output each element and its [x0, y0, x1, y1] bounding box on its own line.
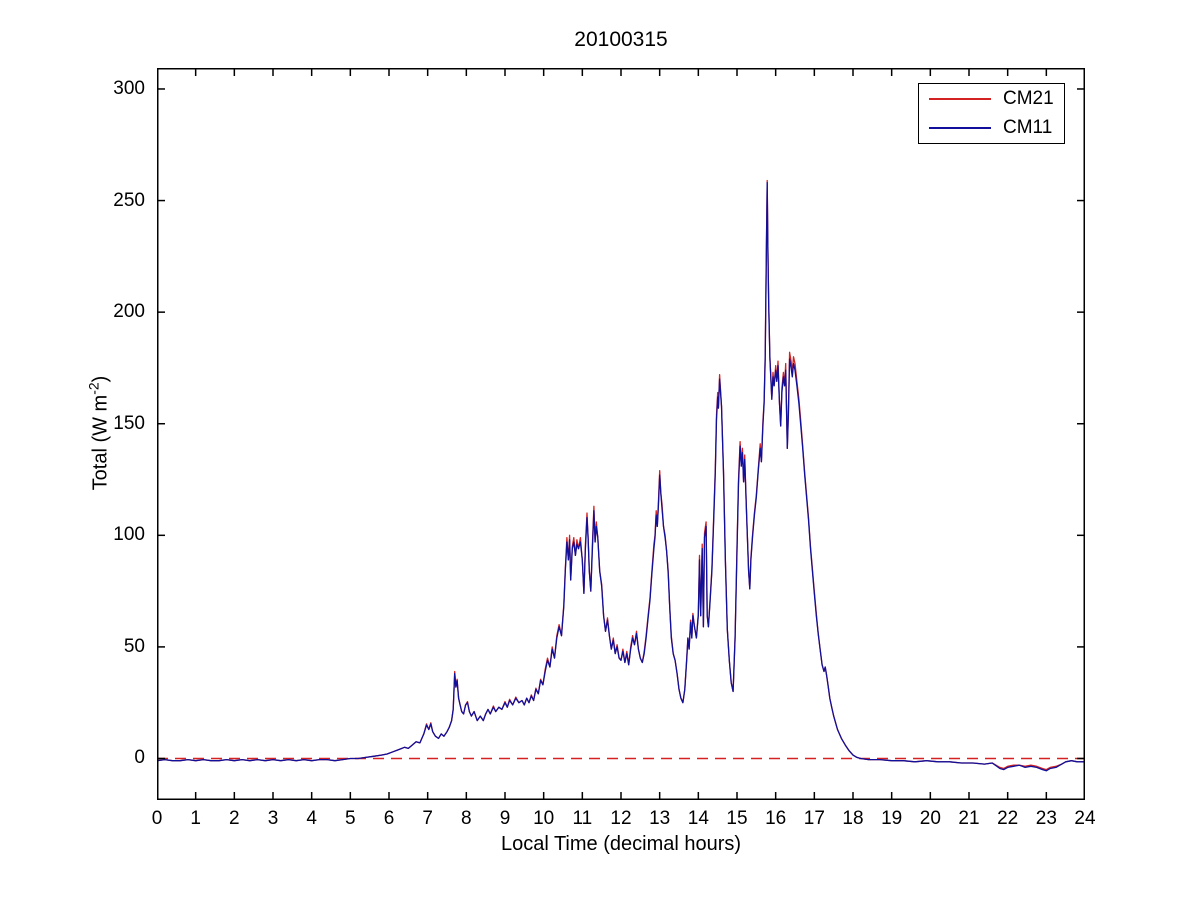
x-tick-label: 3: [267, 808, 279, 829]
y-axis-label-exponent: -2: [85, 382, 102, 395]
x-tick-label: 16: [765, 808, 787, 829]
x-tick-label: 20: [919, 808, 941, 829]
y-tick-label: 200: [113, 301, 145, 323]
cm11-series-line: [157, 182, 1085, 772]
y-axis-label-text: Total (W m: [89, 394, 112, 491]
x-tick-label: 5: [345, 808, 356, 829]
x-tick-label: 1: [190, 808, 201, 829]
x-tick-label: 18: [842, 808, 864, 829]
x-tick-label: 12: [610, 808, 632, 829]
cm21-series-line: [157, 179, 1085, 771]
legend-line-sample: [929, 98, 991, 101]
x-tick-label: 4: [306, 808, 317, 829]
x-tick-label: 17: [803, 808, 825, 829]
legend-entry-cm11: CM11: [919, 115, 1064, 141]
x-tick-label: 23: [1035, 808, 1057, 829]
x-tick-label: 9: [499, 808, 511, 829]
x-tick-label: 21: [958, 808, 980, 829]
x-tick-label: 0: [151, 808, 163, 829]
plot-area: [157, 68, 1085, 800]
chart-title: 20100315: [574, 28, 668, 51]
y-tick-label: 300: [113, 77, 145, 99]
legend-label: CM11: [1003, 116, 1053, 138]
y-tick-label: 150: [113, 412, 145, 434]
legend: CM21 CM11: [918, 83, 1065, 144]
x-tick-label: 15: [726, 808, 748, 829]
x-tick-label: 24: [1074, 808, 1096, 829]
x-tick-label: 13: [649, 808, 671, 829]
legend-entry-cm21: CM21: [919, 86, 1064, 112]
x-tick-label: 14: [687, 808, 709, 829]
legend-line-sample: [929, 126, 991, 129]
x-tick-label: 10: [533, 808, 555, 829]
x-tick-label: 2: [229, 808, 240, 829]
y-tick-label: 0: [134, 747, 145, 769]
x-tick-label: 6: [383, 808, 395, 829]
legend-label: CM21: [1003, 88, 1054, 110]
x-tick-label: 7: [422, 808, 433, 829]
y-tick-label: 50: [123, 635, 145, 657]
y-tick-label: 100: [113, 524, 145, 546]
y-tick-label: 250: [113, 189, 145, 211]
y-axis-label-close: ): [89, 375, 112, 383]
axes-box: [157, 68, 1085, 800]
x-axis-label: Local Time (decimal hours): [500, 833, 742, 855]
x-tick-label: 11: [572, 808, 593, 829]
x-tick-label: 8: [461, 808, 472, 829]
x-tick-label: 22: [997, 808, 1019, 829]
x-tick-label: 19: [881, 808, 903, 829]
